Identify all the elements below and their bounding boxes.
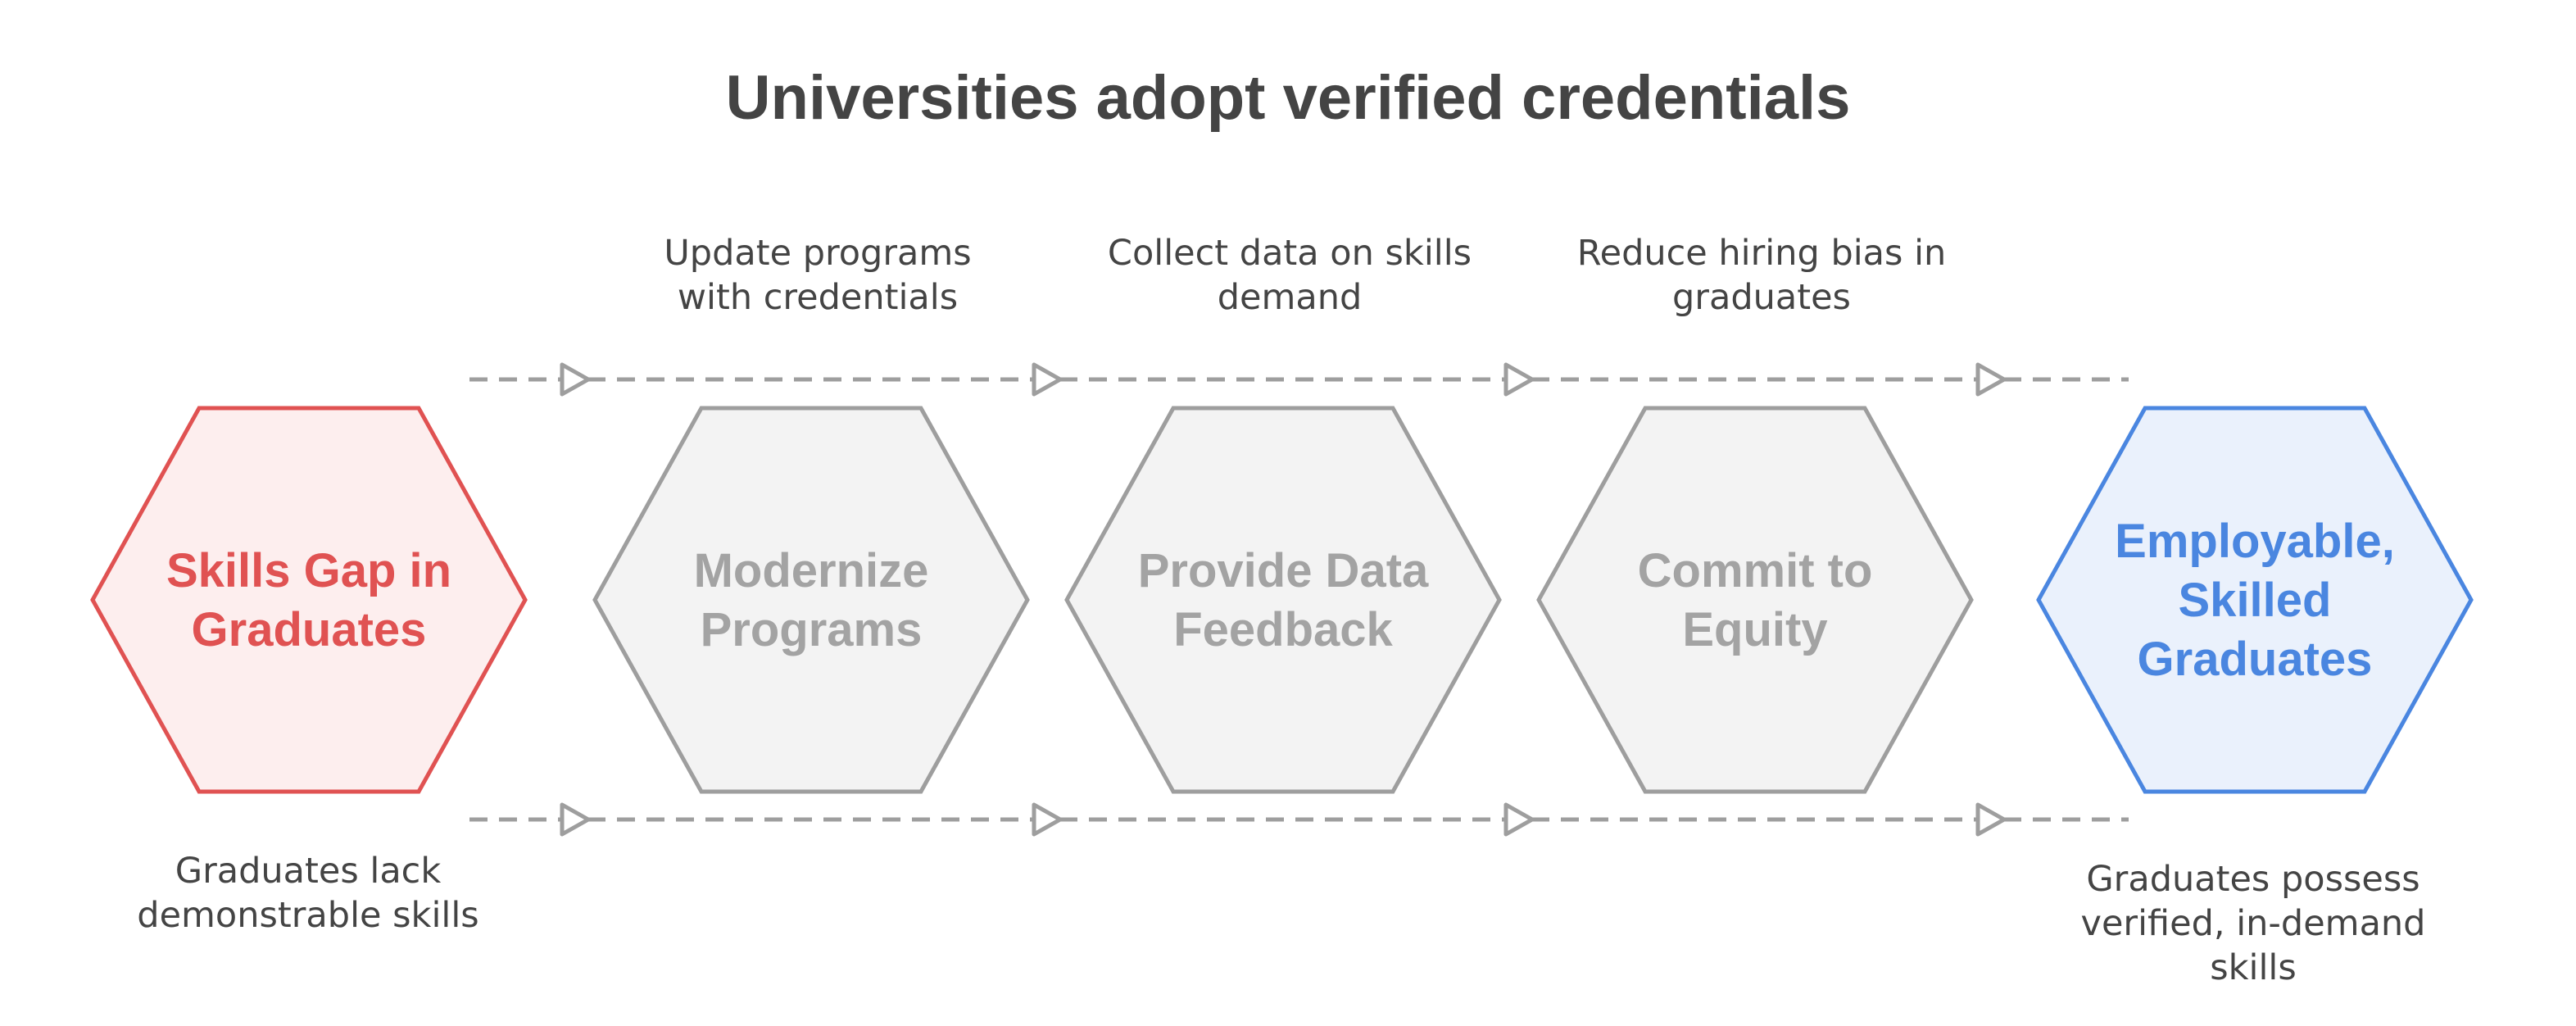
hexagon-label-commit-to-equity-line-2: Equity [1682, 603, 1827, 656]
bottom-arrow-3 [1503, 802, 1535, 837]
hexagon-label-skills-gap-line-2: Graduates [192, 603, 427, 656]
caption-skills-gap: Graduates lack demonstrable skills [137, 851, 479, 936]
hexagon-modernize-programs [592, 406, 1030, 794]
hexagon-label-modernize-programs-line-1: Modernize [694, 544, 929, 597]
top-arrow-1 [560, 362, 591, 397]
caption-modernize-programs: Update programs with credentials [664, 233, 972, 318]
caption-employable-graduates: Graduates possess verified, in-demand sk… [2080, 859, 2426, 988]
bottom-arrow-2 [1032, 802, 1063, 837]
hexagon-label-employable-graduates-line-3: Graduates [2138, 633, 2373, 686]
hexagon-skills-gap [90, 406, 528, 794]
top-arrow-4 [1975, 362, 2007, 397]
top-arrow-2 [1032, 362, 1063, 397]
hexagon-employable-graduates [2036, 406, 2474, 794]
hexagon-label-provide-data-feedback-line-1: Provide Data [1138, 544, 1429, 597]
top-arrow-3 [1503, 362, 1535, 397]
hexagon-label-provide-data-feedback-line-2: Feedback [1173, 603, 1393, 656]
hexagon-commit-to-equity [1536, 406, 1974, 794]
hexagon-label-skills-gap-line-1: Skills Gap in [166, 544, 451, 597]
hexagon-label-employable-graduates-line-2: Skilled [2179, 574, 2332, 627]
hexagon-label-modernize-programs-line-2: Programs [701, 603, 923, 656]
page-title: Universities adopt verified credentials [725, 63, 1851, 133]
caption-provide-data-feedback: Collect data on skills demand [1107, 233, 1472, 318]
hexagon-provide-data-feedback [1064, 406, 1502, 794]
hexagon-label-commit-to-equity-line-1: Commit to [1638, 544, 1873, 597]
bottom-arrow-4 [1975, 802, 2007, 837]
hexagon-label-employable-graduates-line-1: Employable, [2115, 515, 2395, 568]
bottom-arrow-1 [560, 802, 591, 837]
caption-commit-to-equity: Reduce hiring bias in graduates [1576, 233, 1947, 318]
